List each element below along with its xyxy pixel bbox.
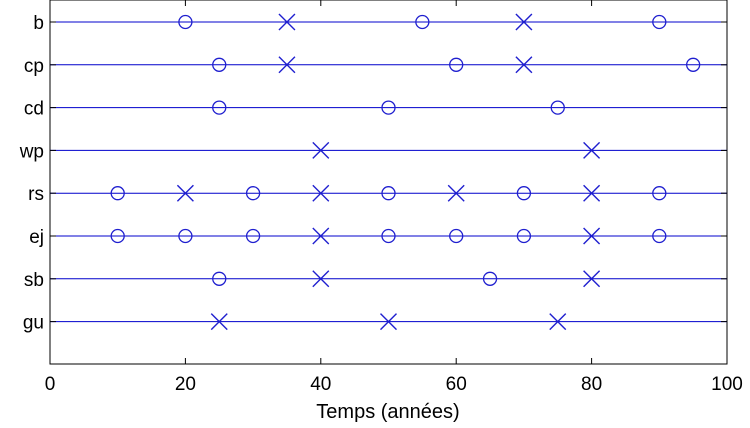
x-axis: 0 20 40 60 80 100 — [45, 0, 743, 395]
y-tick-label-sb: sb — [24, 270, 44, 291]
circle-marker — [381, 228, 396, 244]
circle-marker — [415, 14, 430, 30]
circle-marker — [482, 271, 498, 286]
x-axis-title: Temps (années) — [316, 401, 459, 423]
circle-marker — [381, 186, 396, 201]
circle-marker — [178, 228, 193, 244]
cross-marker — [312, 184, 330, 202]
cross-marker — [583, 270, 601, 288]
circle-marker — [516, 228, 532, 244]
x-tick-label: 0 — [45, 374, 56, 395]
circle-marker — [449, 228, 464, 244]
x-tick-label: 80 — [581, 374, 602, 395]
x-tick-label: 40 — [310, 374, 331, 395]
y-tick-label-b: b — [33, 13, 44, 34]
circle-marker — [550, 100, 565, 115]
y-axis: b cp cd wp rs ej sb gu — [19, 13, 727, 334]
cross-marker — [583, 227, 601, 245]
cross-marker — [278, 13, 296, 31]
cross-marker — [515, 56, 533, 74]
x-tick-label: 20 — [175, 374, 196, 395]
cross-marker — [312, 227, 330, 245]
cross-marker — [583, 184, 601, 202]
cross-marker — [176, 184, 194, 202]
y-tick-label-rs: rs — [28, 184, 44, 205]
markers-layer — [110, 13, 701, 331]
circle-marker — [212, 100, 227, 115]
circle-marker — [178, 14, 193, 30]
cross-marker — [210, 313, 228, 331]
circle-marker — [652, 14, 667, 30]
cross-marker — [278, 56, 296, 74]
x-tick-label: 100 — [711, 374, 743, 395]
cross-marker — [380, 313, 397, 331]
cross-marker — [549, 313, 567, 331]
circle-marker — [245, 228, 261, 244]
x-tick-label: 60 — [446, 374, 467, 395]
circle-marker — [212, 271, 227, 286]
cross-marker — [583, 141, 601, 159]
circle-marker — [381, 100, 396, 115]
circle-marker — [212, 57, 227, 72]
circle-marker — [110, 186, 125, 201]
cross-marker — [312, 270, 330, 288]
circle-marker — [110, 228, 125, 244]
circle-marker — [516, 186, 532, 201]
y-tick-label-cd: cd — [24, 99, 44, 120]
circle-marker — [652, 228, 667, 244]
y-tick-label-wp: wp — [19, 141, 44, 162]
cross-marker — [312, 141, 330, 159]
plot-area — [49, 0, 728, 365]
circle-marker — [245, 186, 261, 201]
cross-marker — [515, 13, 533, 31]
circle-marker — [686, 57, 701, 72]
y-tick-label-gu: gu — [23, 313, 44, 334]
y-tick-label-ej: ej — [29, 227, 44, 248]
circle-marker — [652, 186, 667, 201]
cross-marker — [447, 184, 465, 202]
circle-marker — [449, 57, 464, 72]
rows-layer — [50, 21, 727, 323]
y-tick-label-cp: cp — [24, 56, 44, 77]
